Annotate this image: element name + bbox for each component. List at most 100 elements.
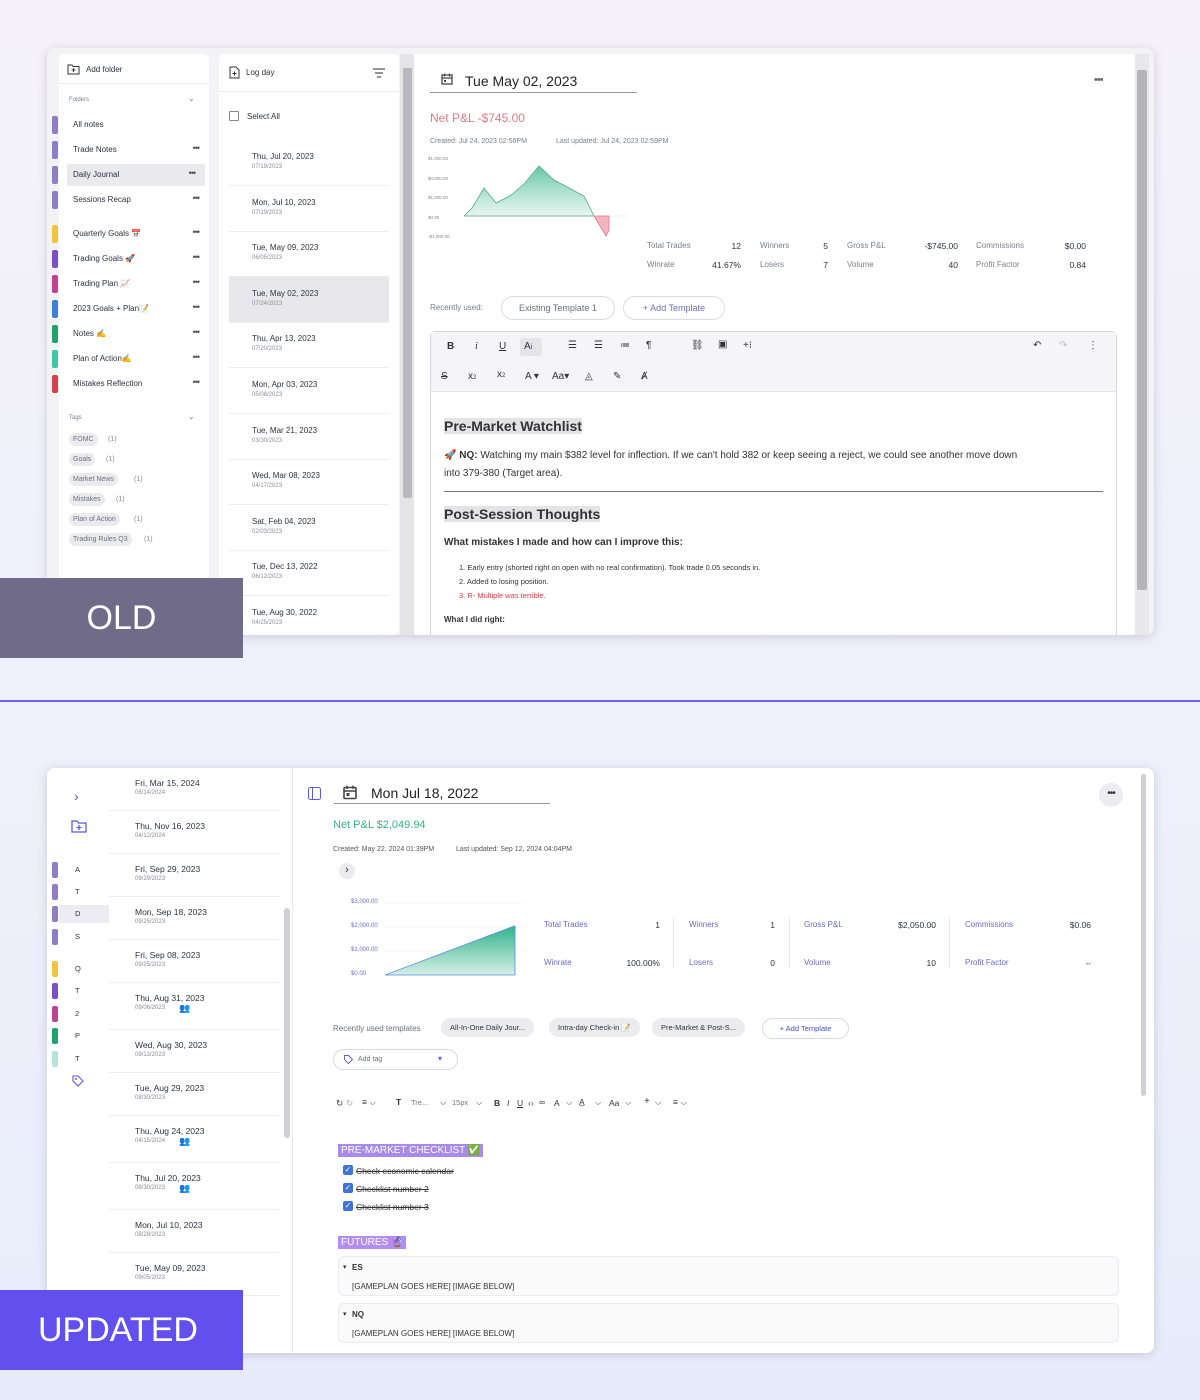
folder-shortcut[interactable]: P — [52, 1027, 109, 1045]
folder-shortcut[interactable]: T — [52, 982, 109, 1000]
more-options-icon[interactable]: ••• — [192, 277, 201, 287]
more-options-icon[interactable]: ••• — [192, 252, 201, 262]
folder-shortcut[interactable]: S — [52, 928, 109, 946]
bold-icon[interactable]: B — [494, 1098, 501, 1108]
link-icon[interactable]: ⛓ — [691, 340, 704, 351]
strikethrough-icon[interactable]: S — [441, 371, 448, 382]
log-entry[interactable]: Wed, Mar 08, 2023 04/17/2023 — [229, 459, 389, 506]
log-entry[interactable]: Thu, Aug 24, 2023 04/15/2024 👥 — [109, 1116, 279, 1163]
chevron-down-icon[interactable]: ⌵ — [566, 1097, 573, 1107]
more-options-icon[interactable]: ••• — [192, 377, 201, 387]
chevron-down-icon[interactable]: ⌄ — [188, 94, 195, 103]
more-options-icon[interactable]: ••• — [1094, 74, 1104, 86]
journal-date[interactable]: Tue May 02, 2023 — [465, 73, 578, 89]
subscript-icon[interactable]: x2 — [468, 371, 477, 382]
folder-item[interactable]: Trading Plan 📈 ••• — [52, 273, 209, 295]
log-entry[interactable]: Thu, Apr 13, 2023 07/20/2023 — [229, 322, 389, 369]
tag-chip[interactable]: Goals — [69, 453, 96, 466]
checkbox-checked[interactable]: ✓ — [343, 1201, 353, 1211]
log-entry[interactable]: Mon, Apr 03, 2023 05/08/2023 — [229, 368, 389, 414]
underline-icon[interactable]: U — [517, 1098, 524, 1108]
folder-item[interactable]: Quarterly Goals 📅 ••• — [52, 223, 209, 245]
chevron-down-icon[interactable]: ⌵ — [440, 1097, 447, 1107]
add-folder-button[interactable]: Add folder — [67, 63, 207, 79]
font-case-select[interactable]: Aa — [609, 1098, 620, 1108]
bold-icon[interactable]: B — [447, 341, 455, 352]
superscript-icon[interactable]: x2 — [497, 369, 506, 380]
log-scrollbar-thumb[interactable] — [403, 68, 412, 498]
main-scrollbar-thumb[interactable] — [1141, 774, 1146, 1096]
folder-shortcut[interactable]: Q — [52, 960, 109, 978]
underline-icon[interactable]: U — [499, 341, 507, 352]
folder-item[interactable]: Trading Goals 🚀 ••• — [52, 248, 209, 270]
highlighter-icon[interactable]: ✎ — [613, 371, 622, 382]
template-pill-2[interactable]: Intra-day Check-in 📝 — [549, 1018, 640, 1037]
sidebar-toggle-icon[interactable] — [308, 787, 321, 800]
log-entry[interactable]: Mon, Jul 10, 2023 07/19/2023 — [229, 186, 389, 232]
expand-chevron-icon[interactable]: › — [74, 788, 79, 804]
add-template-button[interactable]: + Add Template — [762, 1018, 849, 1039]
more-options-icon[interactable]: ••• — [1099, 783, 1123, 807]
tag-chip[interactable]: Trading Rules Q3 — [69, 533, 132, 546]
link-icon[interactable]: ∞ — [539, 1097, 546, 1107]
tag-chip[interactable]: Market News — [69, 473, 118, 486]
checkbox-checked[interactable]: ✓ — [343, 1165, 353, 1175]
log-entry[interactable]: Thu, Jul 20, 2023 08/30/2023 👥 — [109, 1163, 279, 1210]
log-entry[interactable]: Mon, Jul 10, 2023 08/28/2023 — [109, 1210, 279, 1253]
redo-icon[interactable]: ↻ — [346, 1098, 354, 1108]
log-entry[interactable]: Mon, Sep 18, 2023 09/25/2023 — [109, 897, 279, 940]
log-entry[interactable]: Tue, Dec 13, 2022 06/12/2023 — [229, 550, 389, 597]
text-size-icon[interactable]: Ai — [520, 338, 542, 356]
align-center-icon[interactable]: ☰ — [594, 340, 603, 351]
folder-shortcut[interactable]: A — [52, 861, 109, 879]
more-options-icon[interactable]: ••• — [192, 227, 201, 237]
log-scrollbar-thumb[interactable] — [284, 908, 290, 1138]
log-entry[interactable]: Tue, Mar 21, 2023 03/30/2023 — [229, 414, 389, 460]
folder-item[interactable]: 2023 Goals + Plan📝 ••• — [52, 298, 209, 320]
more-options-icon[interactable]: ••• — [192, 327, 201, 337]
log-entry[interactable]: Fri, Mar 15, 2024 06/14/2024 — [109, 768, 279, 811]
tag-chip[interactable]: FOMC — [69, 433, 98, 446]
rich-text-editor[interactable]: B i U Ai ☰ ☰ ≔ ¶ ⛓ ▣ +⁝ ↶ ↷ ⋮ S x2 x2 A … — [430, 331, 1117, 635]
chevron-down-icon[interactable]: ⌵ — [476, 1097, 483, 1107]
folder-item[interactable]: Mistakes Reflection ••• — [52, 373, 209, 395]
chevron-down-icon[interactable]: ⌵ — [655, 1097, 662, 1107]
font-case-icon[interactable]: Aa▾ — [552, 371, 570, 382]
accordion-caret-icon[interactable]: ▾ — [343, 1311, 347, 1318]
chevron-down-icon[interactable]: ⌵ — [625, 1097, 632, 1107]
select-all-checkbox[interactable] — [229, 111, 239, 121]
log-entry[interactable]: Thu, Jul 20, 2023 07/19/2023 — [229, 140, 389, 186]
undo-icon[interactable]: ↻ — [336, 1098, 344, 1108]
italic-icon[interactable]: I — [507, 1098, 510, 1108]
log-entry[interactable]: Fri, Sep 29, 2023 09/29/2023 — [109, 854, 279, 897]
add-tag-dropdown[interactable]: Add tag ▾ — [333, 1049, 458, 1070]
main-scrollbar-thumb[interactable] — [1137, 70, 1147, 590]
align-icon[interactable]: ≡ ⌵ — [673, 1097, 687, 1107]
folder-plus-icon[interactable] — [71, 819, 87, 833]
chevron-down-icon[interactable]: ⌄ — [188, 412, 195, 421]
log-entry[interactable]: Tue, May 09, 2023 06/05/2023 — [229, 231, 389, 278]
folder-shortcut[interactable]: T — [52, 1050, 109, 1068]
font-color-icon[interactable]: A ▾ — [525, 371, 539, 382]
sort-icon[interactable] — [373, 68, 385, 78]
log-day-button[interactable]: Log day — [229, 66, 319, 80]
fill-color-icon[interactable]: ◬ — [585, 371, 593, 382]
block-type-icon[interactable]: ≡ ⌵ — [362, 1097, 376, 1107]
template-pill-1[interactable]: All-In-One Daily Jour... — [441, 1018, 535, 1037]
align-left-icon[interactable]: ☰ — [568, 340, 577, 351]
more-options-icon[interactable]: ••• — [192, 193, 201, 203]
font-size-select[interactable]: 15px — [452, 1098, 469, 1107]
tag-chip[interactable]: Plan of Action — [69, 513, 120, 526]
accordion-nq[interactable]: ▾ NQ [GAMEPLAN GOES HERE] [IMAGE BELOW] — [338, 1303, 1119, 1343]
log-entry[interactable]: Tue, May 02, 2023 07/24/2023 — [229, 276, 389, 323]
more-options-icon[interactable]: ••• — [192, 352, 201, 362]
insert-icon[interactable]: +⁝ — [743, 340, 753, 351]
template-existing-1[interactable]: Existing Template 1 — [501, 296, 615, 320]
more-options-icon[interactable]: ••• — [192, 302, 201, 312]
accordion-caret-icon[interactable]: ▾ — [343, 1264, 347, 1271]
clear-format-icon[interactable]: Ⱥ — [641, 371, 648, 382]
font-color-icon[interactable]: A — [554, 1098, 560, 1108]
tag-icon[interactable] — [72, 1075, 84, 1087]
folder-shortcut[interactable]: D — [52, 905, 109, 923]
folder-item[interactable]: Sessions Recap ••• — [52, 189, 209, 211]
